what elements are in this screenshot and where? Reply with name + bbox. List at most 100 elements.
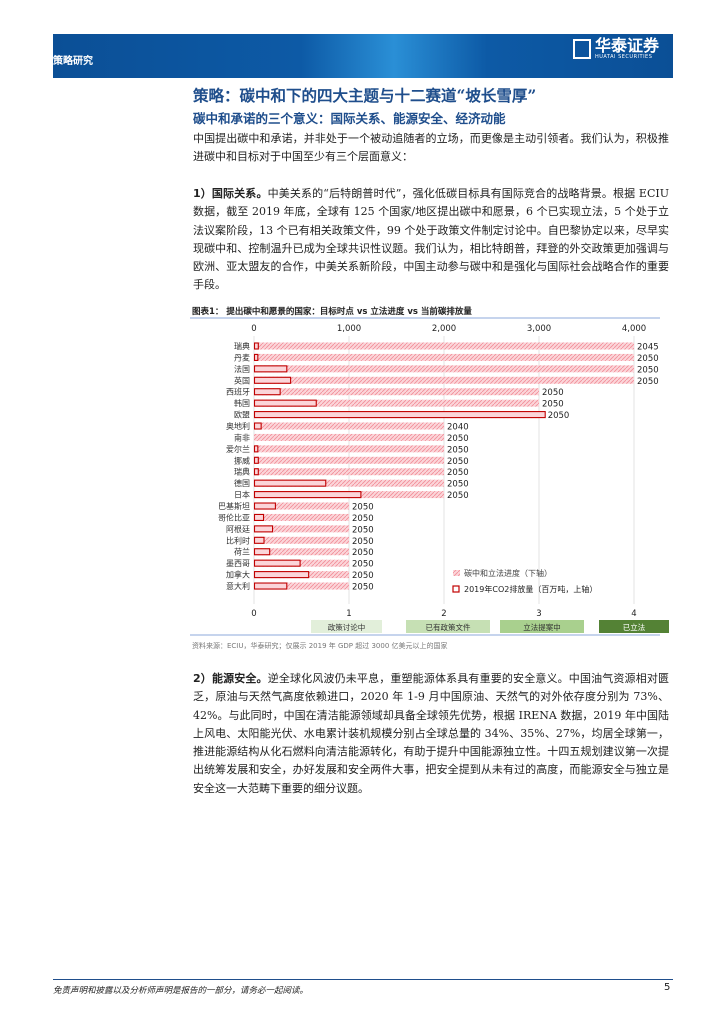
bottom-axis-tick: 3 — [536, 609, 541, 619]
target-year-label: 2050 — [352, 548, 374, 558]
top-axis-tick: 2,000 — [432, 324, 456, 334]
section-subtitle: 碳中和承诺的三个意义：国际关系、能源安全、经济动能 — [193, 111, 506, 126]
stage-band — [599, 620, 669, 633]
progress-bar — [254, 468, 444, 476]
emissions-bar — [253, 479, 327, 487]
target-year-label: 2050 — [548, 411, 570, 421]
paragraph-international: 1）国际关系。中美关系的“后特朗普时代”，强化低碳目标具有国际竞合的战略背景。根… — [193, 185, 669, 295]
emissions-bar — [253, 491, 362, 499]
category-label: 英国 — [234, 375, 250, 385]
target-year-label: 2050 — [352, 571, 374, 581]
progress-bar — [254, 479, 444, 487]
emissions-bar — [253, 536, 265, 544]
chart-title: 图表1： 提出碳中和愿景的国家：目标时点 vs 立法进度 vs 当前碳排放量 — [192, 306, 472, 317]
target-year-label: 2050 — [447, 445, 469, 455]
emissions-bar — [253, 468, 259, 476]
category-label: 法国 — [234, 364, 250, 374]
progress-bar — [254, 513, 349, 521]
para-lead: 2）能源安全。 — [193, 672, 268, 685]
progress-bar — [254, 365, 634, 373]
category-label: 哥伦比亚 — [218, 512, 250, 522]
progress-bar — [254, 399, 539, 407]
emissions-bar — [253, 411, 546, 419]
footer-rule — [53, 979, 673, 980]
bottom-axis-tick: 4 — [631, 609, 636, 619]
huatai-logo: 华泰证券 HUATAI SECURITIES — [572, 36, 659, 60]
chart-source: 资料来源：ECIU，华泰研究；仅展示 2019 年 GDP 超过 3000 亿美… — [192, 641, 448, 650]
target-year-label: 2050 — [637, 354, 659, 364]
target-year-label: 2050 — [447, 480, 469, 490]
target-year-label: 2050 — [352, 503, 374, 513]
progress-bar — [254, 445, 444, 453]
top-axis-tick: 3,000 — [527, 324, 551, 334]
emissions-bar — [253, 422, 262, 430]
progress-bar — [254, 353, 634, 361]
progress-bar — [254, 433, 444, 441]
progress-bar — [254, 376, 634, 384]
logo-cn: 华泰证券 — [594, 36, 659, 55]
target-year-label: 2050 — [637, 365, 659, 375]
legend-swatch-emissions — [452, 585, 460, 593]
legend: 碳中和立法进度（下轴） 2019年CO2排放量（百万吨，上轴） — [452, 568, 597, 594]
page-number: 5 — [664, 982, 671, 993]
section-label: 策略研究 — [53, 56, 93, 67]
emissions-bar — [253, 353, 259, 361]
target-year-label: 2050 — [352, 583, 374, 593]
emissions-bar — [253, 513, 265, 521]
para-lead: 1）国际关系。 — [193, 187, 268, 200]
intro-paragraph: 中国提出碳中和承诺，并非处于一个被动追随者的立场，而更像是主动引领者。我们认为，… — [193, 132, 669, 164]
bottom-axis-tick: 2 — [441, 609, 446, 619]
footer-disclaimer: 免责声明和披露以及分析师声明是报告的一部分，请务必一起阅读。 — [53, 986, 309, 996]
progress-bar — [254, 456, 444, 464]
progress-bar — [254, 422, 444, 430]
category-label: 意大利 — [226, 581, 250, 591]
progress-bar — [254, 342, 634, 350]
emissions-bar — [253, 399, 317, 407]
emissions-bar — [253, 548, 271, 556]
page-header: 策略研究 华泰证券 HUATAI SECURITIES — [53, 34, 673, 78]
category-label: 西班牙 — [226, 387, 250, 397]
target-year-label: 2050 — [542, 400, 564, 410]
target-year-label: 2050 — [352, 560, 374, 570]
bottom-axis-tick: 0 — [251, 609, 256, 619]
target-year-label: 2050 — [637, 377, 659, 387]
target-year-label: 2040 — [447, 423, 469, 433]
emissions-chart: 图表1： 提出碳中和愿景的国家：目标时点 vs 立法进度 vs 当前碳排放量 0… — [190, 306, 669, 650]
stage-label: 政策讨论中 — [328, 622, 366, 632]
category-label: 瑞典 — [234, 467, 250, 477]
legend-label-progress: 碳中和立法进度（下轴） — [464, 568, 552, 578]
category-label: 丹麦 — [234, 352, 250, 362]
category-label: 日本 — [234, 490, 250, 500]
stage-label: 立法提案中 — [523, 622, 561, 632]
emissions-bar — [253, 365, 288, 373]
emissions-bar — [253, 456, 259, 464]
top-axis-tick: 4,000 — [622, 324, 646, 334]
category-label: 南非 — [234, 432, 250, 442]
bottom-axis-tick: 1 — [346, 609, 351, 619]
category-label: 挪威 — [234, 455, 250, 465]
target-year-label: 2045 — [637, 343, 659, 353]
emissions-bar — [253, 525, 274, 533]
progress-bar — [254, 559, 349, 567]
target-year-label: 2050 — [352, 537, 374, 547]
category-label: 墨西哥 — [226, 559, 250, 568]
progress-bar — [254, 582, 349, 590]
emissions-bar — [253, 388, 281, 396]
page-title: 策略：碳中和下的四大主题与十二赛道“坡长雪厚” — [193, 86, 537, 105]
category-label: 瑞典 — [234, 341, 250, 351]
target-year-label: 2050 — [447, 457, 469, 467]
emissions-bar — [253, 502, 276, 510]
category-label: 欧盟 — [234, 410, 250, 420]
emissions-bar — [253, 582, 288, 590]
stage-band — [311, 620, 382, 633]
paragraph-energy: 2）能源安全。逆全球化风波仍未平息，重塑能源体系具有重要的安全意义。中国油气资源… — [193, 670, 669, 798]
legend-label-emissions: 2019年CO2排放量（百万吨，上轴） — [464, 584, 597, 594]
target-year-label: 2050 — [447, 468, 469, 478]
stage-band — [500, 620, 584, 633]
category-label: 比利时 — [226, 535, 250, 545]
category-label: 韩国 — [234, 398, 250, 408]
emissions-bar — [253, 559, 301, 567]
emissions-bar — [253, 342, 259, 350]
category-label: 爱尔兰 — [226, 444, 250, 454]
